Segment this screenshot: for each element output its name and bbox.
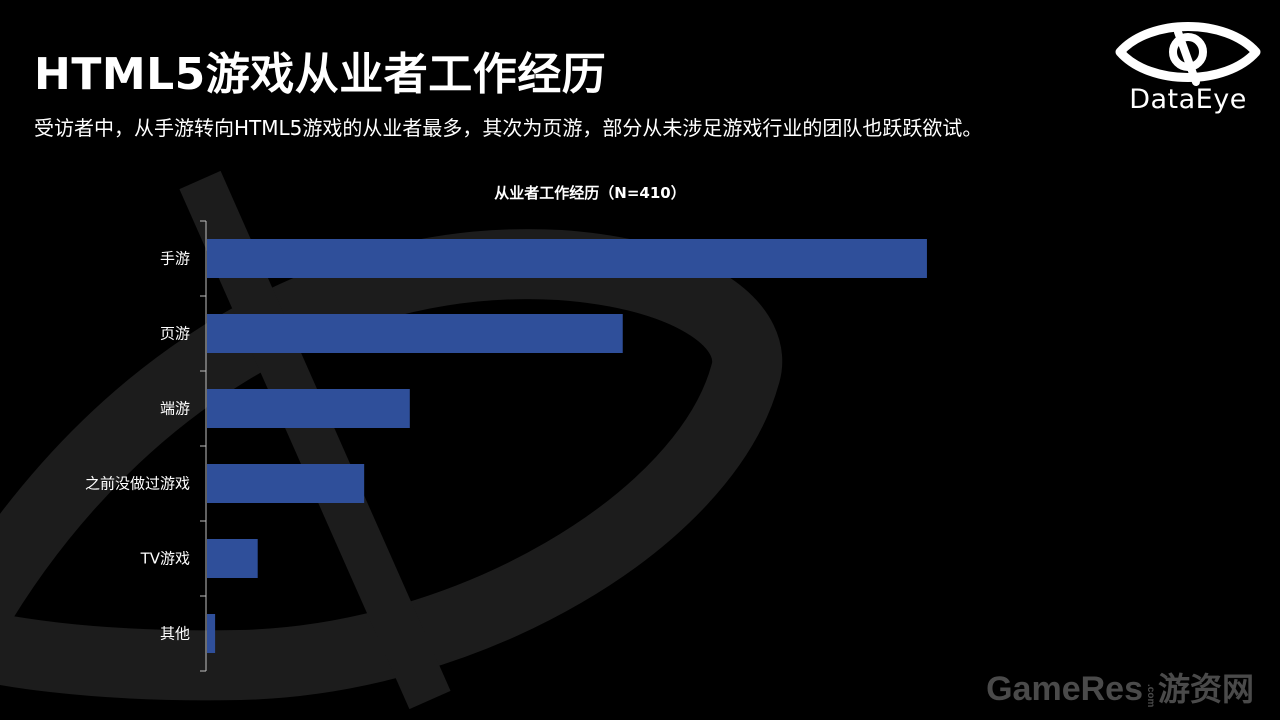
category-label: 之前没做过游戏 xyxy=(85,475,190,493)
category-label: 其他 xyxy=(160,625,190,643)
category-label: TV游戏 xyxy=(140,550,190,568)
chart-title: 从业者工作经历（N=410） xyxy=(494,184,686,202)
watermark-brand: GameRes xyxy=(986,670,1143,708)
bar-4 xyxy=(207,539,258,578)
bar-0 xyxy=(207,239,927,278)
eye-icon xyxy=(1115,22,1261,86)
page-subtitle: 受访者中，从手游转向HTML5游戏的从业者最多，其次为页游，部分从未涉足游戏行业… xyxy=(34,116,983,140)
bar-5 xyxy=(207,614,216,653)
category-label: 手游 xyxy=(160,250,190,268)
bar-1 xyxy=(207,314,623,353)
bar-2 xyxy=(207,389,410,428)
logo-text: DataEye xyxy=(1129,84,1247,115)
watermark-suffix: .com xyxy=(1144,684,1156,708)
bar-3 xyxy=(207,464,365,503)
watermark: GameRes .com游资网 xyxy=(986,664,1254,710)
watermark-cn: 游资网 xyxy=(1157,670,1254,708)
page-title: HTML5游戏从业者工作经历 xyxy=(34,49,607,100)
category-label: 页游 xyxy=(160,325,190,343)
category-label: 端游 xyxy=(160,400,190,418)
